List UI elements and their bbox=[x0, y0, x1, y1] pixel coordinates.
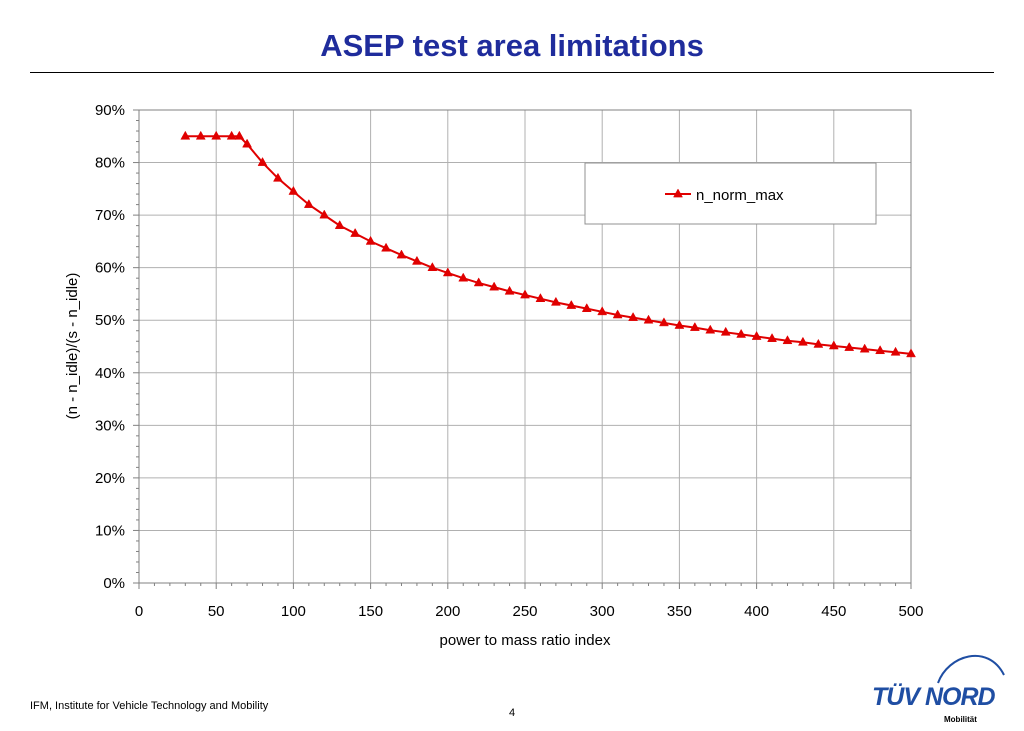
data-point bbox=[581, 303, 592, 312]
data-point bbox=[890, 346, 901, 356]
data-point bbox=[334, 220, 345, 229]
legend-box bbox=[584, 162, 877, 225]
y-tick-label: 20% bbox=[95, 470, 125, 487]
data-point bbox=[226, 130, 237, 140]
data-point bbox=[365, 235, 376, 245]
x-axis-label: power to mass ratio index bbox=[440, 632, 611, 649]
page-title: ASEP test area limitations bbox=[320, 28, 704, 63]
data-point bbox=[504, 285, 515, 295]
data-point bbox=[689, 322, 700, 331]
data-point bbox=[411, 255, 422, 265]
chart-tick-labels: 0% 10% 20% 30% 40% 50% 60% 70% 80% 90% 0 50 100 150 20… bbox=[95, 102, 924, 620]
data-point bbox=[643, 314, 654, 324]
data-point bbox=[442, 267, 453, 277]
data-point bbox=[319, 209, 330, 219]
legend-label: n_norm_max bbox=[696, 187, 784, 204]
x-tick-label: 300 bbox=[590, 603, 615, 620]
y-tick-label: 80% bbox=[95, 155, 125, 172]
data-point bbox=[844, 342, 855, 351]
y-tick-label: 30% bbox=[95, 417, 125, 434]
y-tick-label: 90% bbox=[95, 102, 125, 119]
y-tick-label: 50% bbox=[95, 312, 125, 329]
data-point bbox=[520, 289, 530, 299]
chart-series bbox=[180, 130, 916, 358]
title-divider bbox=[30, 72, 994, 73]
data-point bbox=[234, 130, 245, 140]
data-point bbox=[473, 277, 484, 287]
data-point bbox=[550, 296, 561, 306]
data-point bbox=[906, 348, 916, 358]
data-point bbox=[659, 317, 669, 327]
data-point bbox=[674, 319, 685, 329]
x-tick-label: 0 bbox=[135, 603, 143, 620]
x-tick-label: 500 bbox=[898, 603, 923, 620]
y-tick-label: 0% bbox=[103, 575, 125, 592]
data-point bbox=[828, 340, 839, 350]
x-tick-label: 450 bbox=[821, 603, 846, 620]
x-tick-label: 100 bbox=[281, 603, 306, 620]
tuv-nord-logo: TÜV NORD Mobilität bbox=[868, 645, 1008, 731]
data-point bbox=[458, 272, 469, 282]
y-tick-label: 60% bbox=[95, 260, 125, 277]
data-point bbox=[597, 306, 608, 316]
x-tick-label: 400 bbox=[744, 603, 769, 620]
data-point bbox=[535, 293, 546, 303]
data-point bbox=[628, 312, 639, 321]
page-number: 4 bbox=[508, 707, 516, 719]
logo-subtitle: Mobilität bbox=[944, 715, 977, 724]
y-axis-label: (n - n_idle)/(s - n_idle) bbox=[64, 273, 81, 420]
x-tick-label: 250 bbox=[512, 603, 537, 620]
data-point bbox=[767, 333, 777, 342]
data-point bbox=[180, 130, 191, 140]
chart-axes bbox=[133, 109, 912, 589]
data-point bbox=[612, 309, 623, 319]
y-tick-label: 70% bbox=[95, 207, 125, 224]
x-tick-label: 350 bbox=[667, 603, 692, 620]
data-point bbox=[288, 185, 299, 195]
data-point bbox=[257, 157, 268, 166]
footer-institute: IFM, Institute for Vehicle Technology an… bbox=[30, 700, 269, 712]
data-point bbox=[489, 281, 500, 291]
data-point bbox=[211, 130, 222, 140]
x-tick-label: 50 bbox=[208, 603, 225, 620]
data-point bbox=[705, 324, 716, 334]
data-point bbox=[797, 336, 808, 346]
data-point bbox=[875, 345, 886, 355]
data-point bbox=[381, 242, 391, 252]
data-point bbox=[396, 249, 407, 259]
data-point bbox=[273, 172, 283, 182]
data-point bbox=[782, 335, 793, 345]
data-point bbox=[736, 328, 747, 338]
data-point bbox=[720, 326, 731, 336]
data-point bbox=[427, 262, 438, 271]
data-point bbox=[566, 299, 577, 309]
logo-arc-icon bbox=[937, 655, 1005, 684]
chart-legend: n_norm_max bbox=[584, 162, 877, 225]
y-tick-label: 10% bbox=[95, 522, 125, 539]
line-chart: 0% 10% 20% 30% 40% 50% 60% 70% 80% 90% 0 50 100 150 20… bbox=[64, 102, 924, 649]
data-point bbox=[751, 330, 762, 340]
data-point bbox=[813, 338, 824, 348]
logo-brand: TÜV NORD bbox=[872, 683, 996, 711]
y-tick-label: 40% bbox=[95, 365, 125, 382]
data-point bbox=[242, 138, 253, 148]
data-point bbox=[195, 130, 206, 140]
x-tick-label: 150 bbox=[358, 603, 383, 620]
legend-marker bbox=[673, 188, 683, 198]
data-point bbox=[859, 343, 870, 353]
data-point bbox=[303, 199, 314, 208]
x-tick-label: 200 bbox=[435, 603, 460, 620]
data-point bbox=[350, 227, 361, 237]
